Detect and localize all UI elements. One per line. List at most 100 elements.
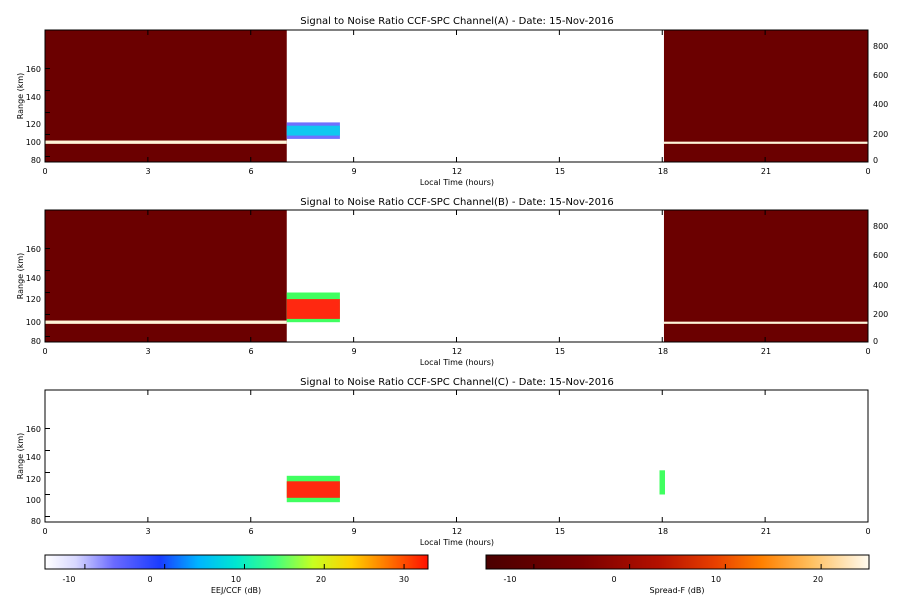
colorbar-spread-f-gradient <box>485 554 870 570</box>
right-tick-label: 600 <box>873 71 888 80</box>
spread-f-region <box>663 30 868 162</box>
y-tick-label: 80 <box>31 156 41 165</box>
panel-c: Signal to Noise Ratio CCF-SPC Channel(C)… <box>16 377 871 547</box>
panel-b-title: Signal to Noise Ratio CCF-SPC Channel(B)… <box>300 197 614 208</box>
eej-region <box>286 481 340 498</box>
y-tick-label: 160 <box>26 425 41 434</box>
x-tick-label: 0 <box>865 167 870 176</box>
colorbar-tick-label: 10 <box>231 575 241 584</box>
x-tick-label: 18 <box>658 167 668 176</box>
colorbar-spread-f-label: Spread-F (dB) <box>649 586 704 595</box>
x-tick-label: 15 <box>555 167 565 176</box>
spread-f-region <box>663 210 868 342</box>
x-tick-label: 21 <box>761 527 771 536</box>
panel-a-xticks: 0 3 6 9 12 15 18 21 0 <box>42 167 870 176</box>
x-tick-label: 3 <box>145 347 150 356</box>
colorbar-tick-label: 0 <box>147 575 152 584</box>
colorbar-spread-f: -10 0 10 20 Spread-F (dB) <box>485 554 870 595</box>
y-tick-label: 140 <box>26 274 41 283</box>
x-tick-label: 0 <box>42 527 47 536</box>
panel-c-xticks: 0 3 6 9 12 15 18 21 0 <box>42 527 870 536</box>
panel-c-title: Signal to Noise Ratio CCF-SPC Channel(C)… <box>300 377 614 388</box>
panel-b: Signal to Noise Ratio CCF-SPC Channel(B)… <box>16 197 888 367</box>
x-tick-label: 6 <box>248 167 253 176</box>
spread-f-region <box>663 141 868 144</box>
y-tick-label: 80 <box>31 517 41 526</box>
x-tick-label: 0 <box>42 347 47 356</box>
y-tick-label: 120 <box>26 295 41 304</box>
panel-c-tick-marks <box>44 390 869 522</box>
panel-c-data <box>286 470 665 503</box>
spread-f-region <box>663 321 868 324</box>
y-tick-label: 140 <box>26 453 41 462</box>
panel-c-frame <box>44 389 869 523</box>
right-tick-label: 0 <box>873 156 878 165</box>
colorbar-spread-f-ticks <box>533 564 822 569</box>
right-tick-label: 400 <box>873 281 888 290</box>
right-tick-label: 200 <box>873 310 888 319</box>
y-tick-label: 100 <box>26 496 41 505</box>
y-tick-label: 160 <box>26 245 41 254</box>
x-tick-label: 15 <box>555 527 565 536</box>
x-tick-label: 18 <box>658 527 668 536</box>
panel-b-data <box>45 210 868 342</box>
eej-region <box>659 470 665 495</box>
y-tick-label: 140 <box>26 93 41 102</box>
colorbar-eej: -10 0 10 20 30 EEJ/CCF (dB) <box>44 554 429 595</box>
x-tick-label: 6 <box>248 527 253 536</box>
right-tick-label: 600 <box>873 251 888 260</box>
x-tick-label: 12 <box>452 527 462 536</box>
x-tick-label: 0 <box>865 347 870 356</box>
colorbar-eej-gradient <box>44 554 429 570</box>
x-tick-label: 3 <box>145 527 150 536</box>
panel-b-ylabel: Range (km) <box>16 253 25 300</box>
panel-c-xlabel: Local Time (hours) <box>420 538 494 547</box>
panel-b-right-ticks: 0 200 400 600 800 <box>873 222 888 346</box>
panel-a-ylabel: Range (km) <box>16 73 25 120</box>
panel-a: Signal to Noise Ratio CCF-SPC Channel(A)… <box>16 16 888 187</box>
x-tick-label: 3 <box>145 167 150 176</box>
x-tick-label: 9 <box>351 347 356 356</box>
x-tick-label: 6 <box>248 347 253 356</box>
panel-a-xlabel: Local Time (hours) <box>420 178 494 187</box>
x-tick-label: 21 <box>761 167 771 176</box>
x-tick-label: 0 <box>865 527 870 536</box>
right-tick-label: 800 <box>873 42 888 51</box>
panel-b-frame <box>44 209 869 343</box>
panel-c-yticks: 80 100 120 140 160 <box>26 425 41 526</box>
y-tick-label: 100 <box>26 318 41 327</box>
colorbar-tick-label: -10 <box>62 575 75 584</box>
colorbar-tick-label: 20 <box>813 575 823 584</box>
x-tick-label: 18 <box>658 347 668 356</box>
panel-a-frame <box>44 29 869 163</box>
x-tick-label: 15 <box>555 347 565 356</box>
y-tick-label: 120 <box>26 120 41 129</box>
spread-f-region <box>45 210 287 342</box>
right-tick-label: 400 <box>873 100 888 109</box>
panel-b-xlabel: Local Time (hours) <box>420 358 494 367</box>
colorbar-tick-label: 20 <box>316 575 326 584</box>
right-tick-label: 800 <box>873 222 888 231</box>
y-tick-label: 80 <box>31 337 41 346</box>
panel-b-yticks: 80 100 120 140 160 <box>26 245 41 346</box>
spread-f-region <box>45 30 287 162</box>
colorbar-tick-label: 0 <box>611 575 616 584</box>
x-tick-label: 9 <box>351 527 356 536</box>
eej-region <box>286 125 340 136</box>
panel-a-data <box>45 30 868 162</box>
y-tick-label: 160 <box>26 65 41 74</box>
right-tick-label: 0 <box>873 337 878 346</box>
panel-c-ylabel: Range (km) <box>16 433 25 480</box>
spread-f-region <box>45 320 287 324</box>
colorbar-eej-ticks <box>84 564 405 569</box>
x-tick-label: 12 <box>452 167 462 176</box>
panel-b-xticks: 0 3 6 9 12 15 18 21 0 <box>42 347 870 356</box>
x-tick-label: 12 <box>452 347 462 356</box>
x-tick-label: 0 <box>42 167 47 176</box>
spread-f-region <box>45 140 287 144</box>
right-tick-label: 200 <box>873 130 888 139</box>
x-tick-label: 21 <box>761 347 771 356</box>
y-tick-label: 100 <box>26 138 41 147</box>
colorbar-eej-label: EEJ/CCF (dB) <box>211 586 261 595</box>
